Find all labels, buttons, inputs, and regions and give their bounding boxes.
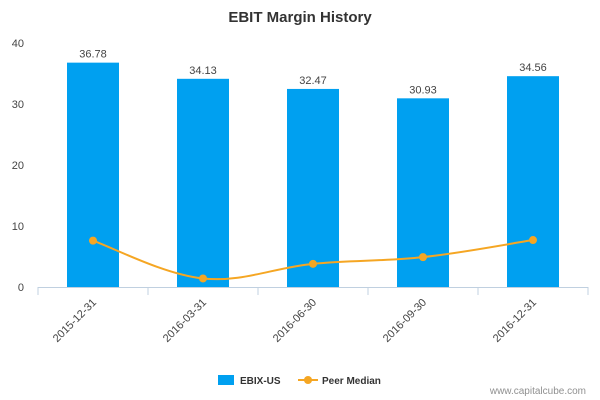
bar-ebix[interactable] <box>507 76 559 288</box>
x-tick-label: 2015-12-31 <box>51 297 99 345</box>
y-tick-label: 30 <box>12 99 24 111</box>
x-axis: 2015-12-31 2016-03-31 2016-06-30 2016-09-30… <box>37 287 589 345</box>
peer-median-point[interactable] <box>199 274 207 283</box>
legend: EBIX-US Peer Median <box>218 375 381 387</box>
x-tick-label: 2016-06-30 <box>271 297 319 345</box>
peer-median-point[interactable] <box>529 236 537 245</box>
peer-median-point[interactable] <box>89 236 97 245</box>
legend-swatch-ebix <box>218 375 234 385</box>
bar-ebix[interactable] <box>67 62 119 287</box>
legend-label-peer-median[interactable]: Peer Median <box>322 376 381 387</box>
y-axis: 0 10 20 30 40 <box>12 38 24 294</box>
peer-median-point[interactable] <box>419 253 427 262</box>
credit-text: www.capitalcube.com <box>489 386 586 397</box>
x-tick-label: 2016-12-31 <box>491 297 539 345</box>
chart-title: EBIT Margin History <box>228 9 372 26</box>
x-tick-label: 2016-09-30 <box>381 297 429 345</box>
legend-label-ebix[interactable]: EBIX-US <box>240 376 281 387</box>
x-tick-label: 2016-03-31 <box>161 297 209 345</box>
bar-data-label: 30.93 <box>409 84 437 96</box>
line-series <box>89 236 537 283</box>
y-tick-label: 10 <box>12 221 24 233</box>
bar-series: 36.78 34.13 32.47 30.93 34.56 <box>67 49 559 288</box>
y-tick-label: 20 <box>12 160 24 172</box>
bar-data-label: 34.13 <box>189 65 217 77</box>
bar-ebix[interactable] <box>287 88 339 287</box>
y-tick-label: 0 <box>18 282 24 294</box>
bar-data-label: 32.47 <box>299 75 327 87</box>
bar-data-label: 34.56 <box>519 62 547 74</box>
y-tick-label: 40 <box>12 38 24 50</box>
legend-swatch-peer-marker <box>304 376 312 384</box>
bar-data-label: 36.78 <box>79 49 107 61</box>
peer-median-point[interactable] <box>309 259 317 268</box>
bar-ebix[interactable] <box>177 78 229 287</box>
